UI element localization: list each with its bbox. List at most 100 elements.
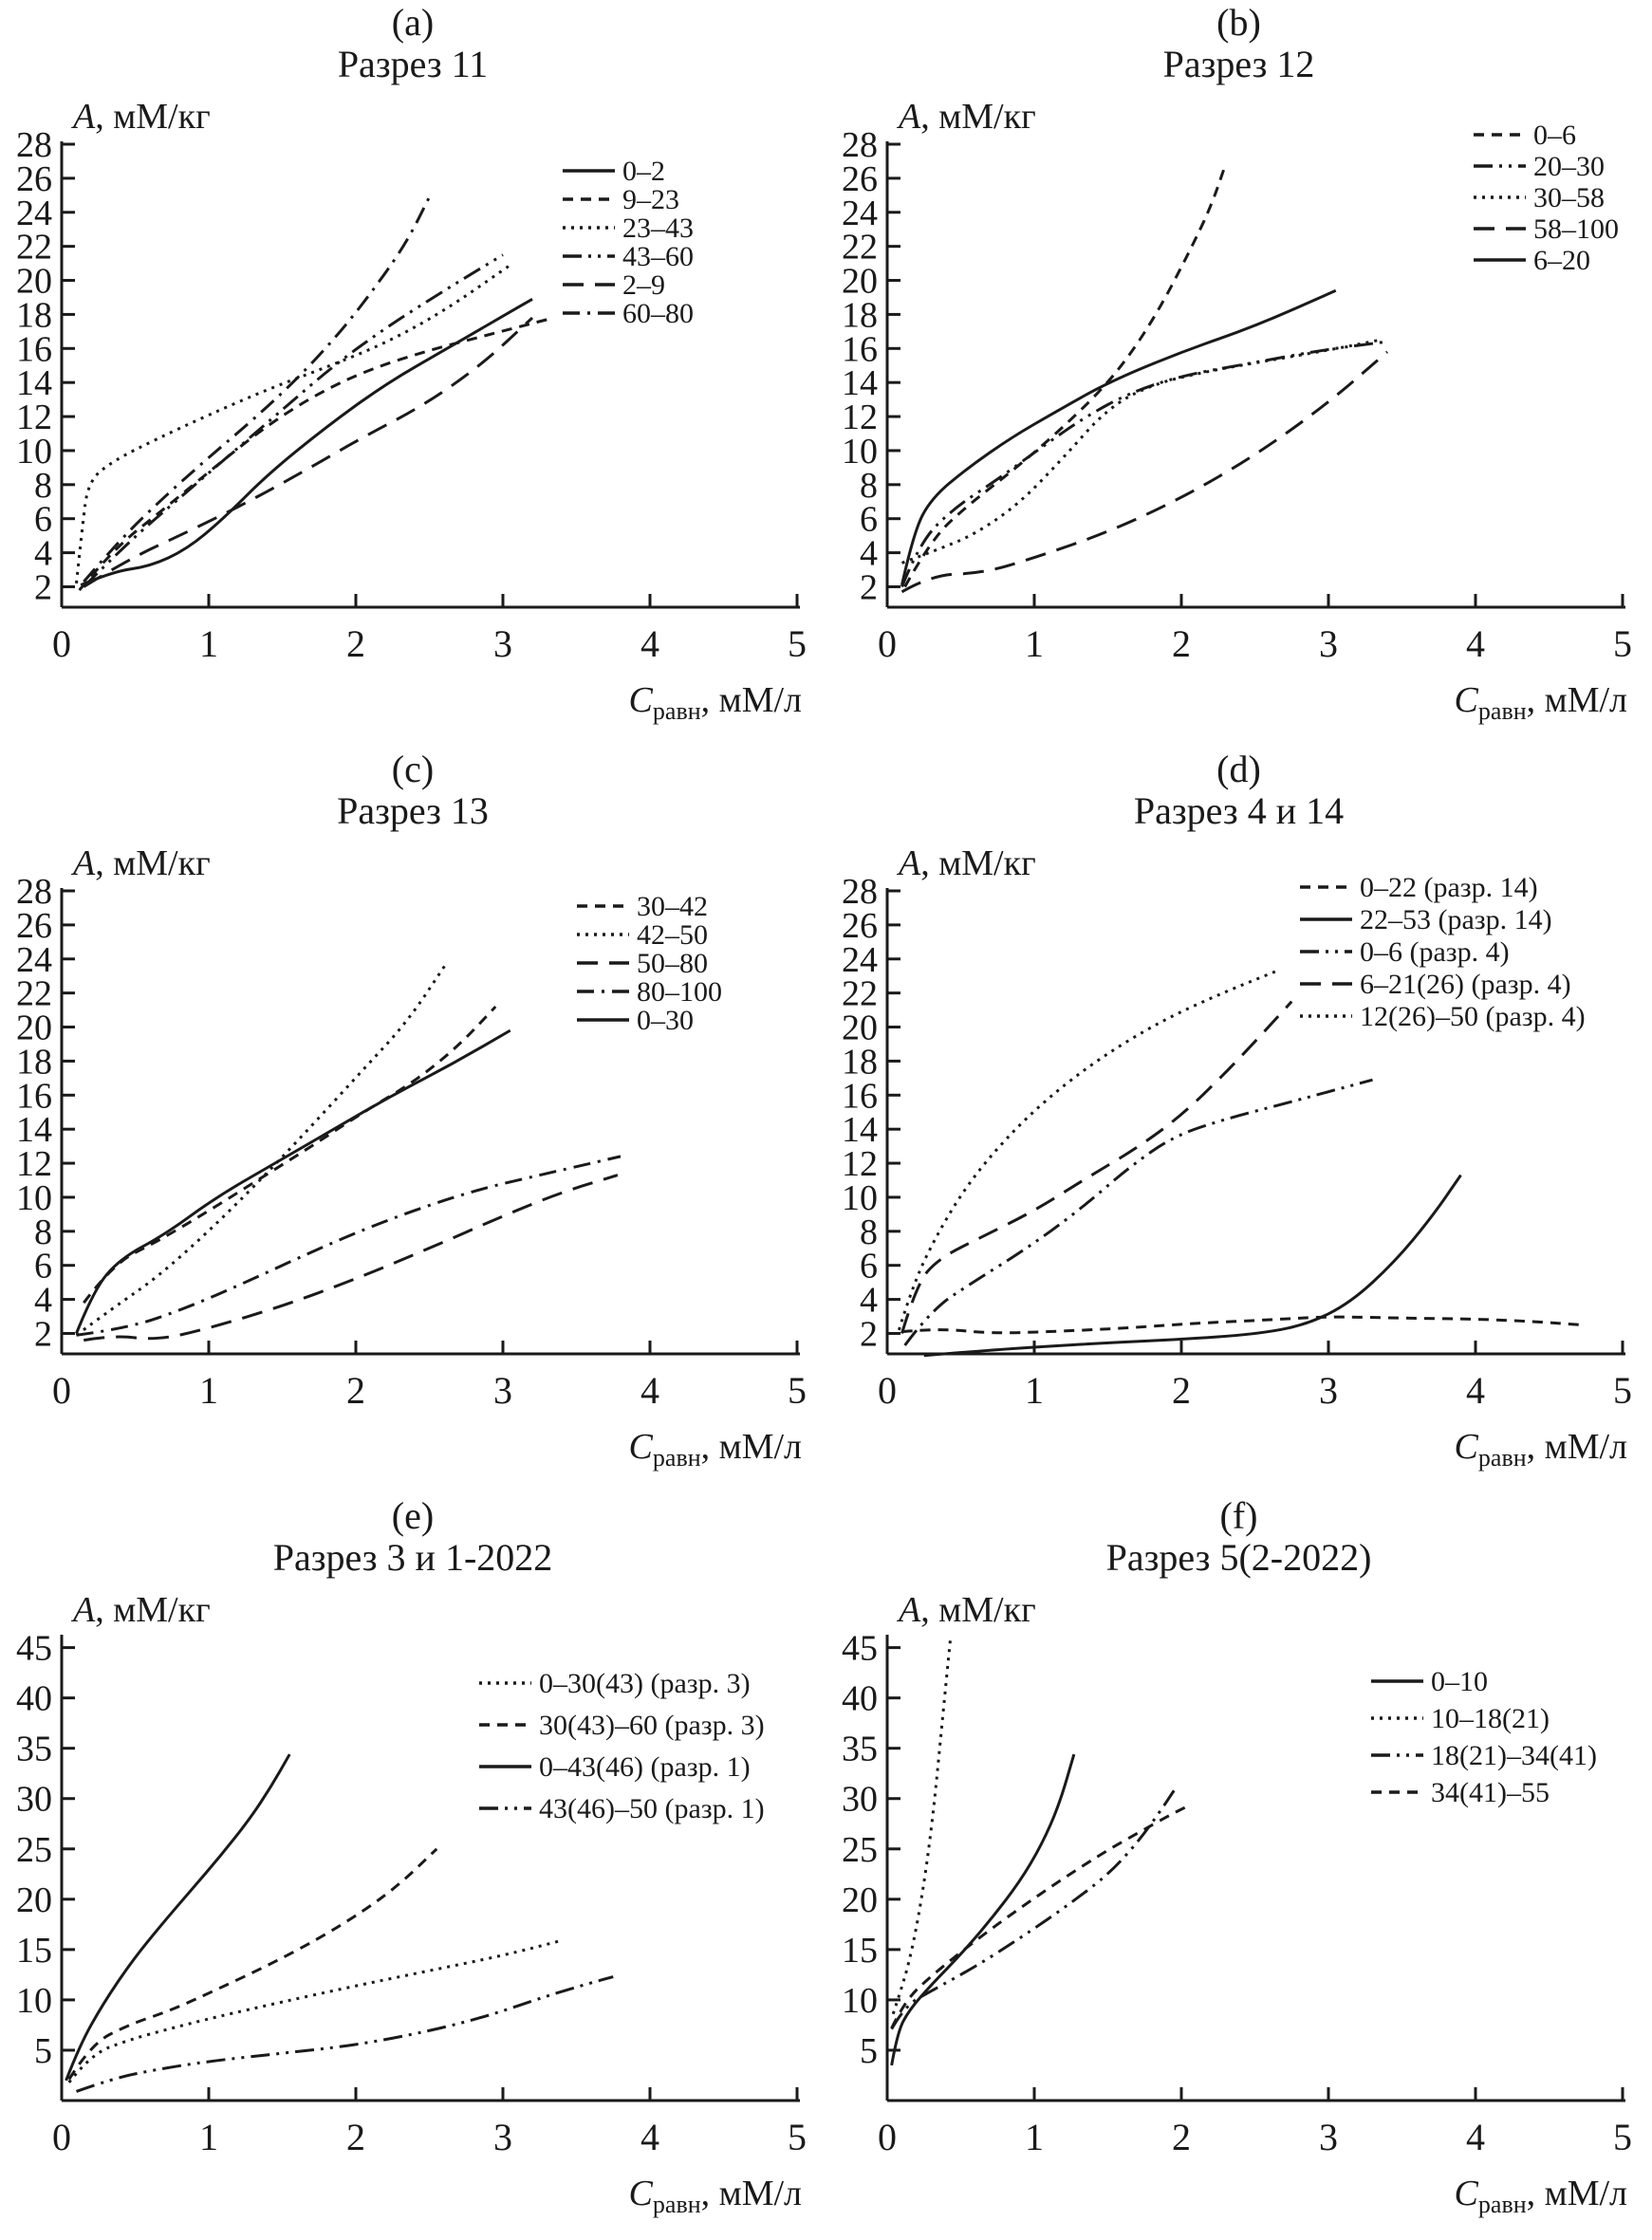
y-tick-label: 28 (842, 125, 878, 165)
y-tick-label: 5 (34, 2031, 52, 2071)
legend-label: 80–100 (637, 976, 722, 1008)
y-tick-label: 35 (842, 1730, 878, 1769)
series-line-80–100 (76, 1155, 622, 1337)
series-line-6–20 (900, 288, 1337, 586)
x-tick-label: 4 (640, 2116, 659, 2158)
series-line-23–43 (75, 264, 511, 584)
x-axis-label: Cравн, мМ/л (1455, 680, 1627, 725)
x-tick-label: 5 (1613, 1369, 1632, 1412)
y-tick-label: 18 (16, 1042, 52, 1082)
y-tick-label: 8 (34, 466, 52, 506)
x-tick-label: 0 (878, 2116, 897, 2158)
legend-label: 43–60 (622, 241, 694, 272)
panel-letter: (b) (1216, 1, 1261, 44)
y-tick-label: 24 (16, 940, 52, 980)
x-tick-label: 0 (52, 622, 71, 665)
panel-letter: (e) (391, 1494, 435, 1537)
x-tick-label: 1 (1025, 622, 1044, 665)
y-tick-label: 28 (16, 125, 52, 165)
series-line-43–60 (83, 253, 504, 588)
series-line-34(41)–55 (890, 1804, 1190, 2029)
y-tick-label: 45 (842, 1629, 878, 1669)
panel-title: Разрез 3 и 1-2022 (272, 1536, 553, 1579)
series-line-0–10 (890, 1753, 1076, 2066)
y-tick-label: 26 (842, 159, 878, 199)
y-tick-label: 22 (842, 974, 878, 1014)
y-tick-label: 20 (842, 1009, 878, 1048)
series-line-0–30 (75, 1028, 511, 1335)
y-axis-label: A, мМ/кг (70, 1590, 211, 1630)
legend-label: 22–53 (разр. 14) (1360, 904, 1552, 935)
y-tick-label: 30 (16, 1780, 52, 1820)
legend-label: 43(46)–50 (разр. 1) (539, 1793, 765, 1824)
y-tick-label: 24 (842, 194, 878, 233)
y-tick-label: 10 (16, 1981, 52, 2021)
x-tick-label: 5 (1613, 622, 1632, 665)
y-tick-label: 15 (842, 1931, 878, 1971)
y-tick-label: 6 (34, 1247, 52, 1287)
panel-c: (c) Разрез 13 A, мМ/кг 2 4 6 8 10 12 14 16 18 20 22… (0, 747, 826, 1493)
legend-label: 12(26)–50 (разр. 4) (1360, 1001, 1586, 1032)
legend-label: 0–6 (разр. 4) (1360, 936, 1510, 968)
panel-f: (f) Разрез 5(2-2022) A, мМ/кг 5 10 15 20 25 30… (826, 1493, 1652, 2240)
y-tick-label: 12 (16, 1144, 52, 1184)
y-tick-label: 4 (34, 534, 52, 574)
y-tick-label: 8 (860, 466, 878, 506)
legend-label: 34(41)–55 (1431, 1777, 1550, 1808)
x-tick-label: 5 (1613, 2116, 1632, 2158)
x-tick-label: 1 (199, 1369, 218, 1412)
legend-label: 6–21(26) (разр. 4) (1360, 969, 1571, 1000)
y-tick-label: 8 (860, 1213, 878, 1252)
y-tick-label: 26 (842, 906, 878, 946)
x-tick-label: 0 (878, 1369, 897, 1412)
legend-label: 18(21)–34(41) (1431, 1740, 1597, 1771)
y-tick-label: 5 (860, 2031, 878, 2071)
y-tick-label: 14 (16, 1110, 52, 1150)
y-tick-label: 10 (842, 1981, 878, 2021)
legend-label: 23–43 (622, 213, 694, 244)
y-tick-label: 20 (842, 1880, 878, 1920)
y-tick-label: 4 (860, 1281, 878, 1321)
y-tick-label: 20 (16, 1880, 52, 1920)
y-tick-label: 2 (34, 1314, 52, 1354)
legend-label: 0–22 (разр. 14) (1360, 872, 1538, 903)
y-tick-label: 16 (16, 1076, 52, 1116)
x-tick-label: 2 (1172, 2116, 1191, 2158)
series-line-0–6 (разр. 4) (903, 1078, 1373, 1346)
x-axis-label: Cравн, мМ/л (629, 1427, 802, 1472)
y-tick-label: 40 (16, 1679, 52, 1719)
y-tick-label: 28 (842, 872, 878, 912)
panel-d: (d) Разрез 4 и 14 A, мМ/кг 2 4 6 8 10 12 14 16 18… (826, 747, 1652, 1493)
x-tick-label: 2 (1172, 622, 1191, 665)
y-tick-label: 14 (16, 363, 52, 403)
series-line-0–6 (903, 164, 1227, 588)
y-tick-label: 10 (16, 432, 52, 472)
legend-label: 50–80 (637, 948, 708, 979)
panel-letter: (d) (1216, 748, 1261, 790)
y-tick-label: 10 (842, 1178, 878, 1218)
series-line-12(26)–50 (разр. 4) (897, 969, 1278, 1331)
y-axis-label: A, мМ/кг (70, 843, 211, 883)
series-line-42–50 (75, 961, 449, 1337)
x-tick-label: 0 (878, 622, 897, 665)
x-axis-label: Cравн, мМ/л (629, 2174, 802, 2218)
y-tick-label: 14 (842, 1110, 878, 1150)
legend-label: 0–43(46) (разр. 1) (539, 1751, 751, 1783)
x-tick-label: 0 (52, 2116, 71, 2158)
series-line-50–80 (83, 1174, 619, 1342)
series-line-22–53 (разр. 14) (923, 1174, 1462, 1358)
x-tick-label: 4 (640, 622, 659, 665)
panel-letter: (a) (391, 1, 435, 44)
y-tick-label: 8 (34, 1213, 52, 1252)
y-axis-label: A, мМ/кг (896, 1590, 1036, 1630)
y-tick-label: 16 (16, 329, 52, 369)
series-line-9–23 (78, 318, 548, 592)
y-tick-label: 12 (16, 398, 52, 437)
y-tick-label: 12 (842, 398, 878, 437)
y-tick-label: 4 (34, 1281, 52, 1321)
y-tick-label: 18 (842, 1042, 878, 1082)
y-tick-label: 16 (842, 329, 878, 369)
y-tick-label: 2 (860, 1314, 878, 1354)
